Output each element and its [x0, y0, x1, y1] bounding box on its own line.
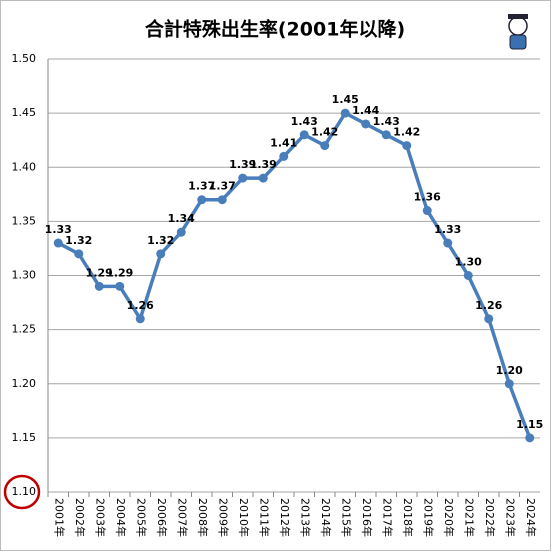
x-tick-label: 2019年 — [421, 498, 435, 537]
value-label: 1.43 — [373, 115, 400, 128]
x-tick-label: 2002年 — [73, 498, 87, 537]
x-tick-label: 2006年 — [155, 498, 169, 537]
data-point — [422, 206, 432, 216]
data-point — [279, 151, 289, 161]
y-tick-label: 1.10 — [12, 485, 37, 498]
x-tick-label: 2001年 — [52, 498, 66, 537]
data-point — [484, 314, 494, 324]
data-point — [176, 227, 186, 237]
data-point — [135, 314, 145, 324]
value-label: 1.33 — [45, 223, 72, 236]
value-label: 1.42 — [393, 126, 420, 139]
y-tick-label: 1.45 — [12, 106, 37, 119]
data-point — [525, 433, 535, 443]
value-label: 1.39 — [250, 158, 277, 171]
x-tick-label: 2004年 — [114, 498, 128, 537]
data-point — [504, 379, 514, 389]
x-tick-label: 2012年 — [278, 498, 292, 537]
value-label: 1.29 — [86, 266, 113, 279]
value-label: 1.34 — [168, 212, 195, 225]
data-point — [258, 173, 268, 183]
data-point — [74, 249, 84, 259]
value-label: 1.42 — [311, 126, 338, 139]
chart-title: 合計特殊出生率(2001年以降) — [145, 18, 405, 41]
x-tick-label: 2009年 — [216, 498, 230, 537]
value-label: 1.26 — [475, 299, 502, 312]
x-tick-label: 2008年 — [196, 498, 210, 537]
value-label: 1.32 — [65, 234, 92, 247]
x-tick-label: 2014年 — [319, 498, 333, 537]
data-point — [94, 281, 104, 291]
y-tick-label: 1.50 — [12, 52, 37, 65]
x-tick-label: 2015年 — [339, 498, 353, 537]
x-tick-label: 2013年 — [298, 498, 312, 537]
data-point — [53, 238, 63, 248]
y-tick-label: 1.30 — [12, 269, 37, 282]
data-point — [156, 249, 166, 259]
x-tick-label: 2024年 — [524, 498, 538, 537]
x-tick-label: 2010年 — [237, 498, 251, 537]
value-label: 1.36 — [414, 191, 441, 204]
data-point — [402, 141, 412, 151]
y-tick-label: 1.35 — [12, 214, 37, 227]
data-point — [443, 238, 453, 248]
series-line — [57, 111, 532, 439]
x-tick-label: 2023年 — [503, 498, 517, 537]
value-label: 1.45 — [332, 93, 359, 106]
data-point — [115, 281, 125, 291]
data-point — [361, 119, 371, 129]
x-tick-label: 2005年 — [134, 498, 148, 537]
value-label: 1.32 — [147, 234, 174, 247]
value-label: 1.20 — [496, 364, 523, 377]
value-label: 1.29 — [106, 266, 133, 279]
mascot — [508, 14, 528, 50]
x-tick-label: 2003年 — [93, 498, 107, 537]
value-label: 1.41 — [270, 136, 297, 149]
value-label: 1.37 — [209, 180, 236, 193]
x-tick-label: 2022年 — [483, 498, 497, 537]
x-tick-label: 2016年 — [360, 498, 374, 537]
value-label: 1.43 — [291, 115, 318, 128]
x-tick-label: 2017年 — [380, 498, 394, 537]
y-tick-label: 1.40 — [12, 160, 37, 173]
x-tick-label: 2007年 — [175, 498, 189, 537]
data-point — [197, 195, 207, 205]
value-label: 1.39 — [229, 158, 256, 171]
data-point — [299, 130, 309, 140]
value-label: 1.37 — [188, 180, 215, 193]
x-tick-label: 2011年 — [257, 498, 271, 537]
x-tick-label: 2020年 — [442, 498, 456, 537]
y-tick-label: 1.25 — [12, 323, 37, 336]
value-label: 1.30 — [455, 256, 482, 269]
y-tick-label: 1.15 — [12, 431, 37, 444]
value-label: 1.15 — [516, 418, 543, 431]
data-point — [217, 195, 227, 205]
value-label: 1.33 — [434, 223, 461, 236]
value-label: 1.26 — [127, 299, 154, 312]
data-point — [463, 271, 473, 280]
y-tick-label: 1.20 — [12, 377, 37, 390]
x-tick-label: 2021年 — [462, 498, 476, 537]
data-point — [381, 130, 391, 140]
data-point — [320, 141, 330, 151]
highlight-circle — [3, 474, 41, 510]
x-tick-label: 2018年 — [401, 498, 415, 537]
value-label: 1.44 — [352, 104, 379, 117]
data-point — [238, 173, 248, 183]
data-point — [340, 108, 350, 118]
